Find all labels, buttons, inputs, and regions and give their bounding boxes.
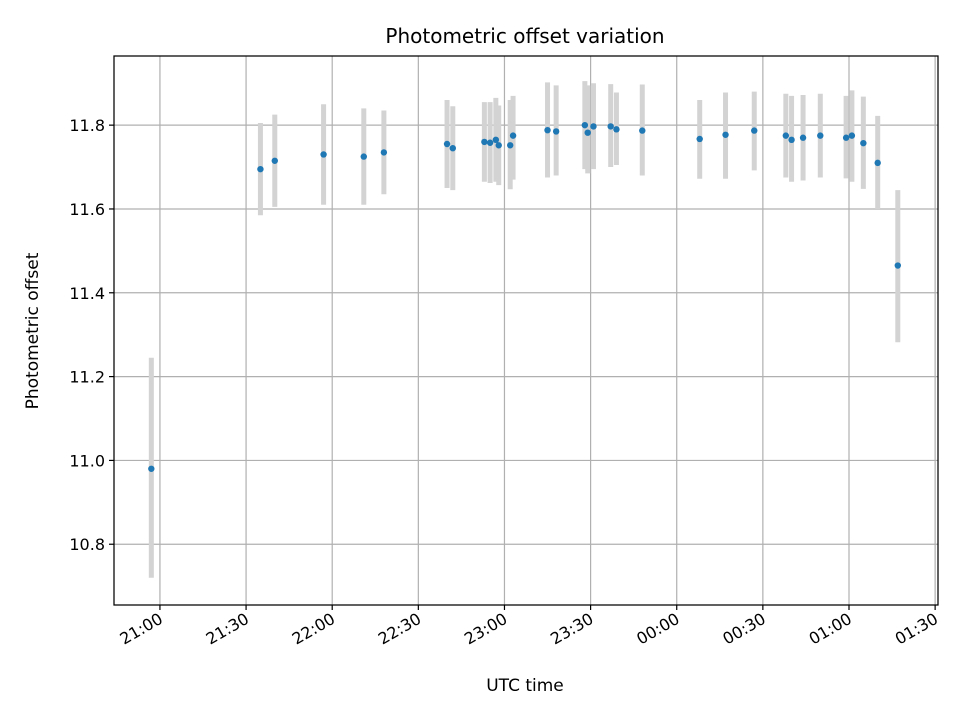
data-point (492, 136, 500, 144)
data-point (544, 126, 551, 134)
data-point (751, 127, 758, 134)
y-tick-label: 11.0 (69, 451, 105, 470)
data-point (874, 159, 881, 167)
data-point (722, 131, 729, 138)
data-point (788, 136, 795, 144)
data-point (894, 262, 902, 269)
data-point (257, 165, 264, 173)
data-point (443, 140, 451, 148)
data-point (799, 134, 807, 141)
y-tick-label: 11.6 (69, 200, 105, 219)
data-point (639, 127, 646, 134)
data-point (817, 132, 824, 139)
data-point (552, 128, 560, 135)
data-point (271, 157, 278, 164)
y-tick-label: 11.4 (69, 284, 105, 303)
data-point (380, 149, 388, 156)
data-point (449, 144, 456, 152)
data-point (590, 123, 597, 130)
data-point (848, 132, 856, 139)
data-point (507, 142, 514, 149)
data-point (607, 123, 614, 130)
data-point (860, 139, 867, 147)
data-point (360, 153, 367, 160)
y-tick-label: 10.8 (69, 535, 105, 554)
data-point (481, 138, 488, 146)
data-point (581, 121, 589, 129)
data-point (148, 465, 155, 472)
grid (114, 56, 938, 605)
data-point (584, 129, 591, 136)
y-tick-label: 11.8 (69, 116, 105, 135)
data-point (509, 132, 517, 139)
y-axis-ticks: 10.8 11.0 11.2 11.4 11.6 11.8 (69, 116, 114, 554)
plot-area-frame (113, 55, 939, 606)
data-point (782, 132, 790, 139)
data-point (486, 139, 494, 146)
data-point (842, 134, 850, 141)
data-points (148, 121, 902, 472)
x-axis-label: UTC time (486, 676, 564, 696)
data-point (495, 142, 502, 149)
data-point (696, 135, 703, 143)
data-point (320, 151, 327, 158)
y-tick-label: 11.2 (69, 368, 105, 387)
y-axis-label: Photometric offset (23, 252, 43, 409)
chart-title: Photometric offset variation (385, 24, 664, 48)
data-point (613, 126, 620, 133)
